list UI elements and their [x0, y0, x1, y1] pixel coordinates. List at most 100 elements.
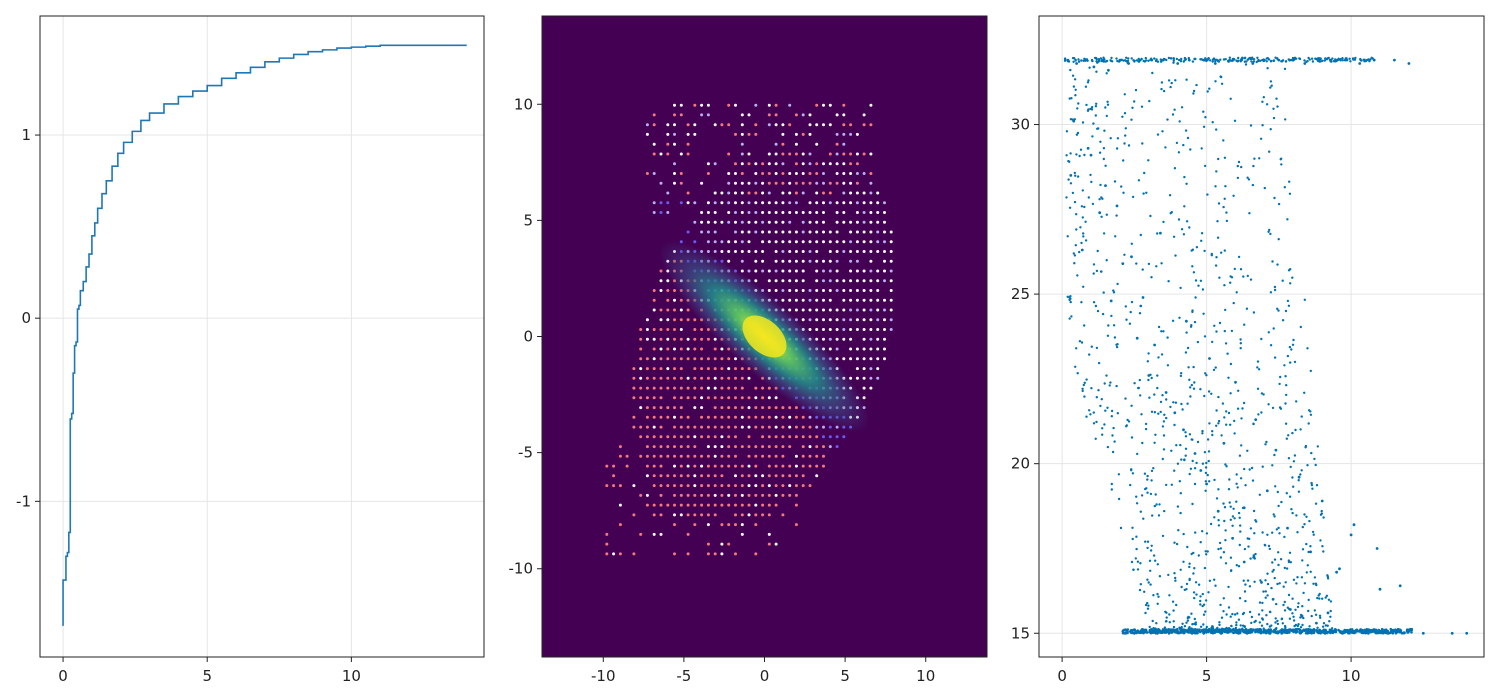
heatmap-point — [828, 103, 832, 107]
heatmap-point — [706, 337, 710, 341]
heatmap-point — [700, 113, 704, 117]
scatter-point — [1087, 196, 1091, 199]
heatmap-point — [652, 464, 656, 468]
scatter-point — [1191, 309, 1194, 312]
scatter-point — [1303, 298, 1307, 301]
heatmap-point — [727, 445, 731, 449]
scatter-point — [1280, 617, 1284, 620]
heatmap-point — [754, 191, 758, 195]
heatmap-point — [808, 318, 812, 322]
scatter-point — [1087, 108, 1090, 111]
scatter-point — [1190, 631, 1193, 634]
scatter-point — [1146, 491, 1149, 494]
heatmap-point — [767, 162, 771, 166]
heatmap-point — [835, 289, 839, 292]
scatter-point — [1221, 402, 1225, 405]
heatmap-point — [788, 435, 792, 439]
heatmap-point — [659, 513, 663, 517]
scatter-point — [1289, 268, 1292, 271]
scatter-point — [1170, 81, 1173, 85]
heatmap-point — [706, 474, 710, 478]
heatmap-point — [652, 298, 656, 302]
scatter-point — [1143, 590, 1146, 593]
heatmap-point — [842, 220, 846, 224]
scatter-point — [1175, 444, 1178, 447]
heatmap-point — [639, 376, 643, 380]
scatter-point — [1326, 611, 1330, 615]
heatmap-point — [639, 396, 643, 400]
heatmap-point — [727, 464, 731, 468]
heatmap-point — [815, 298, 819, 302]
heatmap-point — [686, 513, 690, 517]
scatter-point — [1071, 118, 1074, 121]
scatter-point — [1307, 609, 1310, 613]
heatmap-point — [883, 357, 886, 361]
scatter-point — [1072, 60, 1075, 63]
scatter-point — [1180, 228, 1184, 231]
scatter-point — [1111, 450, 1115, 454]
scatter-point — [1182, 560, 1185, 563]
scatter-point — [1219, 603, 1222, 607]
scatter-point — [1192, 92, 1195, 95]
heatmap-point — [842, 181, 846, 185]
heatmap-point — [801, 318, 805, 322]
scatter-point — [1252, 311, 1256, 314]
scatter-point — [1276, 582, 1279, 586]
scatter-point — [1294, 631, 1298, 634]
scatter-point — [1228, 478, 1231, 481]
heatmap-point — [761, 415, 765, 419]
scatter-point — [1147, 59, 1150, 62]
heatmap-point — [801, 211, 805, 214]
heatmap-point — [686, 230, 690, 234]
heatmap-point — [869, 289, 873, 292]
scatter-point — [1284, 118, 1287, 121]
heatmap-point — [659, 464, 663, 468]
scatter-point — [1207, 591, 1210, 594]
heatmap-point — [889, 279, 893, 283]
heatmap-point — [693, 123, 697, 127]
heatmap-point — [767, 484, 771, 488]
heatmap-point — [666, 289, 670, 292]
heatmap-point — [794, 259, 798, 263]
scatter-point — [1172, 628, 1176, 632]
heatmap-point — [774, 542, 778, 546]
heatmap-point — [713, 406, 717, 410]
scatter-point — [1079, 226, 1082, 229]
heatmap-point — [761, 269, 765, 273]
heatmap-point — [659, 337, 663, 341]
scatter-point — [1110, 409, 1114, 413]
heatmap-point — [693, 357, 697, 361]
scatter-point — [1264, 544, 1267, 547]
heatmap-point — [734, 376, 737, 380]
scatter-point — [1241, 407, 1244, 410]
heatmap-point — [774, 181, 778, 185]
scatter-point — [1292, 485, 1295, 488]
heatmap-point — [727, 425, 731, 429]
heatmap-point — [855, 132, 859, 136]
line-chart-x-tick-label: 0 — [58, 667, 68, 685]
heatmap-point — [652, 406, 656, 410]
heatmap-point — [673, 172, 676, 175]
scatter-point — [1095, 102, 1098, 106]
heatmap-point — [659, 269, 663, 273]
heatmap-point — [605, 542, 609, 546]
heatmap-point — [713, 464, 717, 468]
scatter-point — [1229, 423, 1232, 426]
scatter-point — [1206, 550, 1209, 553]
scatter-point — [1081, 389, 1084, 393]
heatmap-point — [652, 367, 656, 371]
heatmap-point — [747, 474, 751, 478]
scatter-point — [1202, 613, 1206, 616]
heatmap-point — [794, 191, 798, 195]
scatter-point — [1303, 59, 1306, 62]
scatter-point — [1135, 535, 1138, 538]
scatter-point — [1293, 58, 1296, 61]
heatmap-point — [713, 230, 717, 234]
scatter-point — [1320, 499, 1324, 503]
scatter-point — [1227, 630, 1231, 634]
heatmap-point — [652, 289, 656, 292]
heatmap-point — [754, 474, 758, 478]
heatmap-point — [639, 347, 643, 351]
heatmap-point — [862, 152, 866, 156]
heatmap-point — [666, 308, 670, 312]
